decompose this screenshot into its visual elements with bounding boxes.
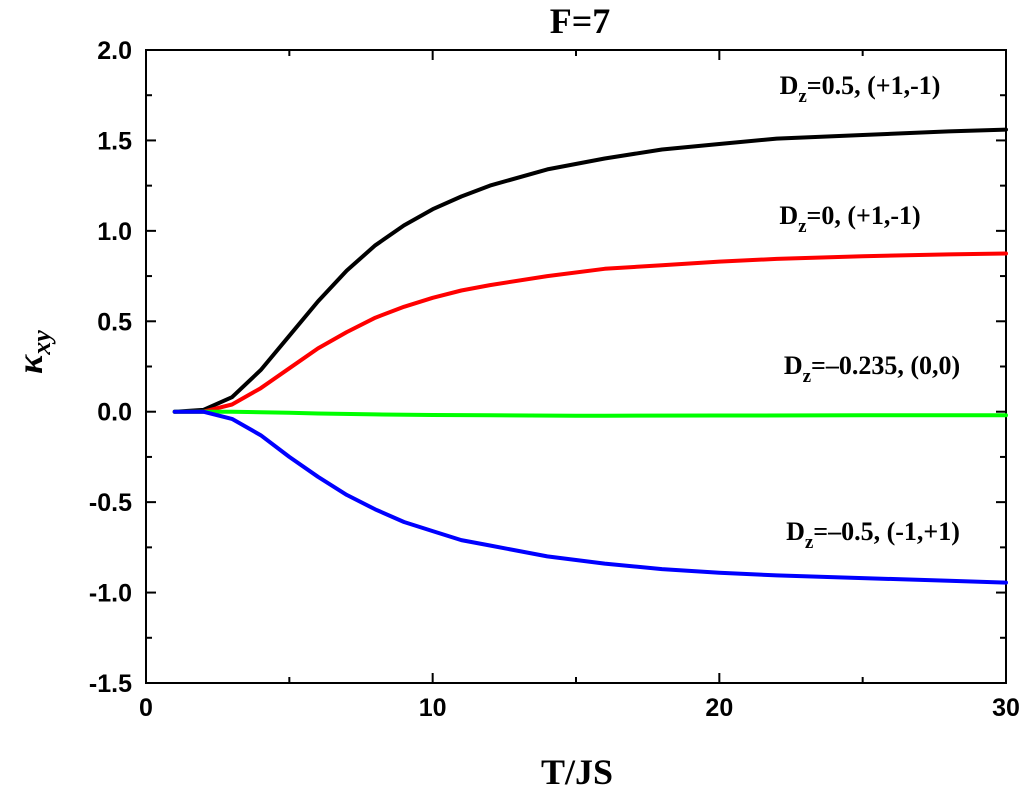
- y-tick-label: -1.5: [89, 670, 132, 698]
- y-tick-label: 0.0: [97, 399, 132, 427]
- x-tick-label: 20: [705, 694, 733, 722]
- series-annotation-3: Dz=–0.235, (0,0): [784, 351, 960, 387]
- y-axis-title-sub: xy: [27, 330, 56, 356]
- series-line-2: [172, 251, 1008, 414]
- series-line-3: [172, 409, 1008, 418]
- y-tick-label: 1.0: [97, 218, 132, 246]
- series-layer: [172, 127, 1008, 585]
- x-tick-label: 30: [992, 694, 1020, 722]
- x-tick-label: 10: [419, 694, 447, 722]
- y-tick-label: 1.5: [97, 127, 132, 155]
- x-tick-label: 0: [139, 694, 153, 722]
- axes: 0 10 20 30 -1.5 -1.0 -0.5 0.0 0.5 1.0 1.5 2.0: [89, 37, 1020, 722]
- y-tick-label: -0.5: [89, 489, 132, 517]
- y-tick-label: -1.0: [89, 580, 132, 608]
- series-line-1: [172, 127, 1008, 414]
- series-line-4: [172, 409, 1008, 585]
- y-tick-label: 2.0: [97, 37, 132, 65]
- series-annotation-2: Dz=0, (+1,-1): [779, 201, 920, 237]
- svg-text:κxy: κxy: [10, 330, 56, 374]
- y-axis-title: κxy: [10, 330, 56, 374]
- annotations: Dz=0.5, (+1,-1) Dz=0, (+1,-1) Dz=–0.235, (…: [779, 71, 960, 553]
- chart-title: F=7: [550, 1, 611, 41]
- series-annotation-4: Dz=–0.5, (-1,+1): [786, 517, 960, 553]
- y-axis-title-main: κ: [10, 354, 50, 374]
- series-annotation-1: Dz=0.5, (+1,-1): [780, 71, 941, 107]
- x-axis-title: T/JS: [541, 752, 613, 790]
- y-tick-label: 0.5: [97, 308, 132, 336]
